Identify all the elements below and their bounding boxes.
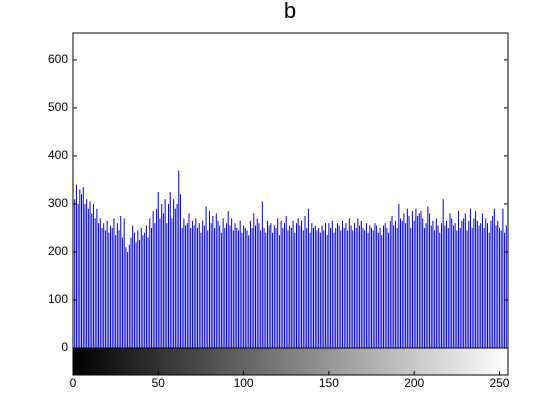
x-tick-label: 50 (152, 376, 166, 390)
x-tick-label: 250 (489, 376, 509, 390)
y-tick-label: 500 (48, 100, 68, 114)
colorbar (72, 347, 509, 376)
plot-area (72, 170, 509, 348)
x-tick-label: 0 (70, 376, 77, 390)
y-tick-label: 300 (48, 196, 68, 210)
chart-title: b (284, 0, 296, 23)
y-tick-label: 0 (61, 340, 68, 354)
x-tick-label: 100 (234, 376, 254, 390)
y-tick-label: 200 (48, 244, 68, 258)
x-tick-label: 150 (319, 376, 339, 390)
x-tick-label: 200 (404, 376, 424, 390)
y-tick-label: 400 (48, 148, 68, 162)
axes-box (72, 32, 509, 349)
y-tick-label: 600 (48, 52, 68, 66)
y-tick-label: 100 (48, 292, 68, 306)
